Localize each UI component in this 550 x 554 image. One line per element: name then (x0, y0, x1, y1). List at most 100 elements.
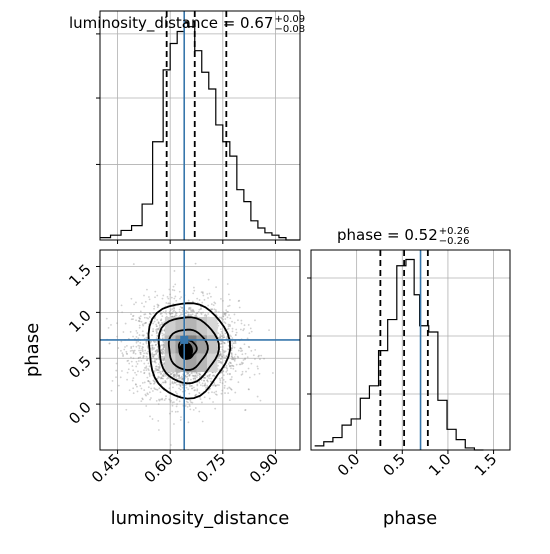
sample-point (248, 332, 251, 335)
sample-point (243, 343, 246, 346)
sample-point (130, 297, 133, 300)
sample-point (162, 346, 165, 348)
sample-point (164, 397, 167, 400)
sample-point (141, 350, 144, 353)
sample-point (220, 342, 223, 345)
sample-point (207, 304, 210, 307)
sample-point (230, 353, 233, 356)
sample-point (213, 375, 216, 378)
sample-point (187, 313, 190, 316)
sample-point (160, 377, 163, 380)
x-axis-label-phase: phase (383, 508, 437, 529)
sample-point (192, 377, 195, 380)
panel-frame (99, 249, 301, 451)
sample-point (132, 392, 135, 395)
sample-point (147, 379, 150, 382)
sample-point (167, 376, 169, 379)
sample-point (121, 370, 123, 372)
sample-point (138, 334, 141, 336)
sample-point (180, 376, 182, 379)
sample-point (146, 392, 149, 395)
sample-point (175, 375, 178, 377)
sample-point (169, 309, 172, 312)
sample-point (219, 361, 222, 363)
sample-point (215, 393, 218, 396)
sample-point (156, 327, 159, 330)
sample-point (192, 310, 195, 313)
sample-point (222, 370, 225, 373)
sample-point (110, 389, 113, 392)
sample-point (226, 367, 229, 370)
sample-point (175, 312, 178, 314)
sample-point (125, 352, 128, 355)
sample-point (217, 356, 220, 359)
sample-point (141, 302, 143, 305)
sample-point (212, 304, 215, 306)
title-text: phase = 0.52 (337, 226, 438, 244)
sample-point (212, 384, 214, 387)
sample-point (197, 310, 200, 313)
sample-point (141, 334, 144, 337)
sample-point (226, 373, 229, 375)
sample-point (232, 342, 235, 345)
sample-point (173, 297, 176, 300)
sample-point (135, 365, 138, 368)
sample-point (160, 352, 163, 355)
sample-point (181, 307, 183, 309)
sample-point (138, 347, 141, 349)
sample-point (147, 368, 149, 370)
sample-point (145, 341, 148, 343)
sample-point (223, 387, 226, 389)
sample-point (257, 355, 260, 358)
sample-point (187, 379, 189, 381)
density-cell (175, 353, 186, 373)
panel-frame (310, 249, 511, 451)
sample-point (226, 316, 229, 319)
sample-point (164, 381, 167, 384)
sample-point (188, 374, 191, 377)
sample-point (186, 405, 189, 408)
sample-point (191, 300, 194, 303)
sample-point (227, 323, 230, 326)
sample-point (186, 381, 189, 383)
sample-point (188, 403, 191, 406)
sample-point (135, 341, 138, 344)
sample-point (187, 311, 190, 314)
sample-point (171, 401, 174, 404)
sample-point (139, 384, 142, 387)
sample-point (155, 337, 158, 340)
sample-point (227, 348, 230, 351)
sample-point (124, 322, 127, 325)
sample-point (168, 312, 171, 314)
sample-point (194, 377, 197, 380)
sample-point (196, 388, 199, 391)
sample-point (145, 365, 148, 368)
sample-point (156, 329, 159, 331)
sample-point (224, 357, 227, 359)
sample-point (156, 325, 158, 328)
sample-point (209, 373, 212, 376)
sample-point (142, 356, 145, 359)
sample-point (174, 313, 177, 316)
sample-point (161, 374, 164, 377)
sample-point (144, 321, 147, 324)
sample-point (165, 312, 168, 315)
sample-point (147, 350, 149, 353)
sample-point (155, 352, 158, 355)
sample-point (175, 398, 178, 401)
sample-point (158, 376, 161, 379)
sample-point (243, 328, 245, 330)
sample-point (154, 359, 156, 362)
sample-point (137, 344, 140, 347)
sample-point (198, 308, 201, 311)
sample-point (160, 319, 162, 322)
sample-point (174, 283, 177, 286)
sample-point (233, 321, 236, 324)
sample-point (154, 343, 157, 346)
sample-point (231, 344, 234, 347)
sample-point (223, 313, 226, 316)
sample-point (196, 383, 199, 386)
sample-point (228, 314, 230, 316)
contour-middle (157, 316, 220, 385)
sample-point (163, 363, 166, 366)
